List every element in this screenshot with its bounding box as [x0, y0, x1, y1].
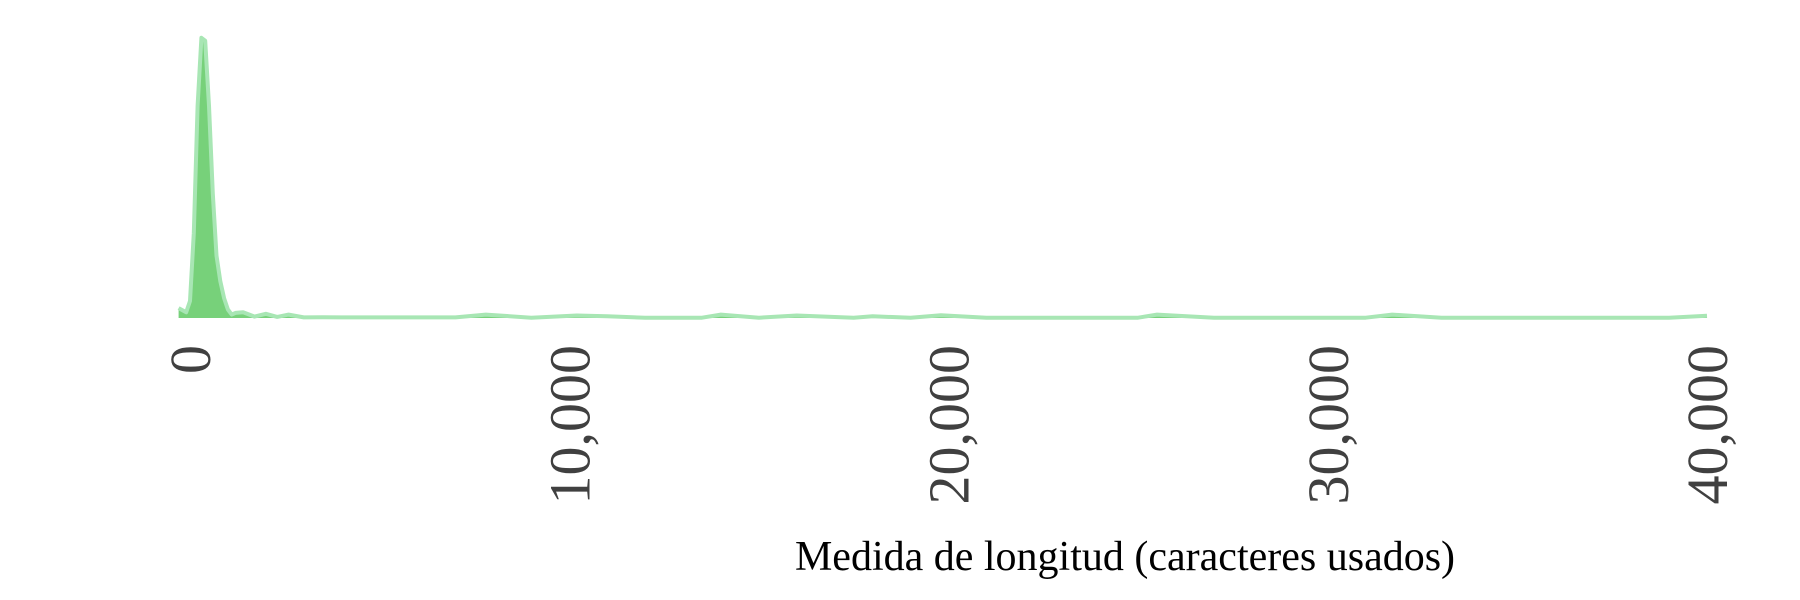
x-tick-label: 10,000	[537, 345, 602, 505]
density-line-0	[177, 35, 1708, 320]
x-tick-label: 20,000	[917, 345, 982, 505]
x-tick-label: 0	[158, 345, 223, 374]
x-axis-ticks: 0 10,000 20,000 30,000 40,000	[158, 345, 1740, 505]
x-axis-label: Medida de longitud (caracteres usados)	[795, 534, 1455, 580]
density-area-0	[178, 37, 1708, 319]
plot-area	[177, 35, 1708, 320]
x-tick-label: 30,000	[1296, 345, 1361, 505]
x-tick-label: 40,000	[1675, 345, 1740, 505]
